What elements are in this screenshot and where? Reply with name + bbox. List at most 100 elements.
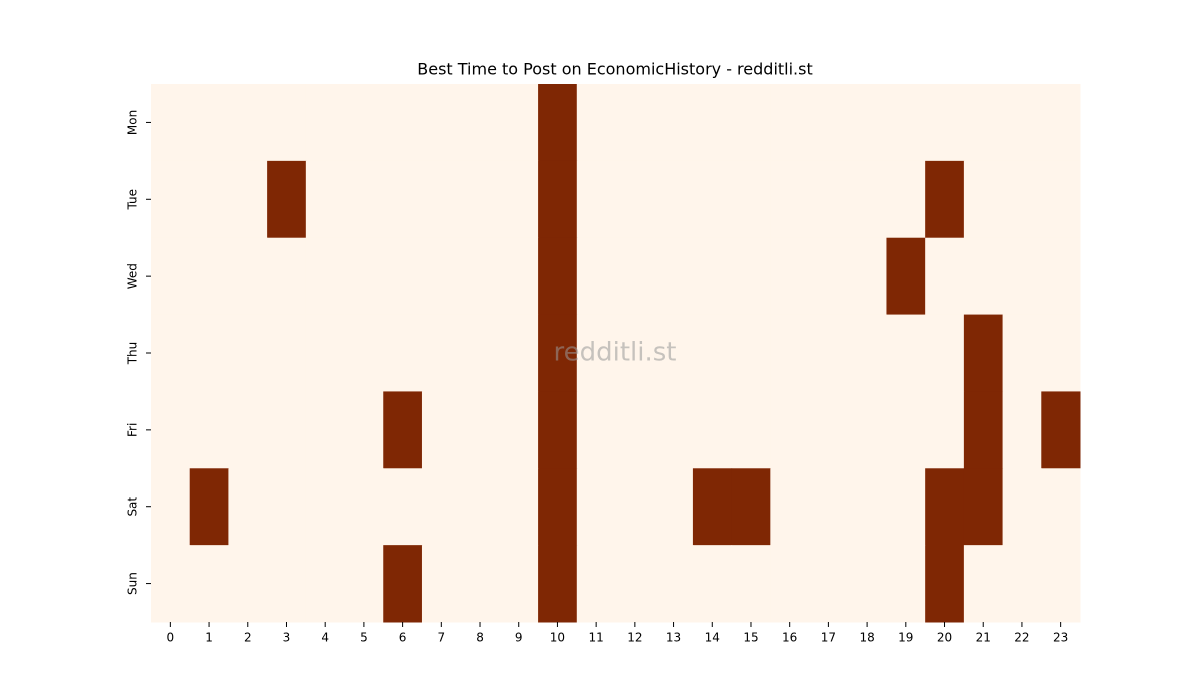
x-tick-label: 11 xyxy=(589,631,604,645)
heatmap-cell xyxy=(615,314,655,392)
heatmap-cell xyxy=(692,84,733,162)
heatmap-cell xyxy=(654,84,694,162)
heatmap-cell xyxy=(925,160,965,239)
heatmap-cell xyxy=(228,545,268,623)
heatmap-cell xyxy=(1041,84,1081,162)
y-tick-label: Wed xyxy=(126,263,140,289)
y-tick-label: Sun xyxy=(126,572,140,595)
x-tick-label: 23 xyxy=(1053,631,1068,645)
heatmap-cell xyxy=(421,160,462,239)
y-tick-label: Fri xyxy=(126,423,140,437)
heatmap-cell xyxy=(963,545,1004,623)
heatmap-cell xyxy=(189,84,229,162)
heatmap-cell xyxy=(383,84,423,162)
x-tick-label: 7 xyxy=(437,631,445,645)
heatmap-cell xyxy=(770,160,810,239)
heatmap-cell xyxy=(228,160,268,239)
x-tick-label: 16 xyxy=(782,631,797,645)
heatmap-cell xyxy=(925,391,965,469)
heatmap-cell xyxy=(1002,468,1042,546)
heatmap-cell xyxy=(228,84,268,162)
heatmap-cell xyxy=(963,160,1004,239)
chart-title: Best Time to Post on EconomicHistory - r… xyxy=(417,60,813,79)
heatmap-cell xyxy=(615,468,655,546)
heatmap-cell xyxy=(692,391,733,469)
heatmap-cell xyxy=(809,84,849,162)
heatmap-cell xyxy=(654,237,694,316)
x-tick-label: 19 xyxy=(898,631,913,645)
heatmap-cell xyxy=(383,237,423,316)
heatmap-cell xyxy=(1041,545,1081,623)
heatmap-cell xyxy=(383,160,423,239)
heatmap-cell xyxy=(886,314,926,392)
heatmap-cell xyxy=(344,84,384,162)
heatmap-cell xyxy=(809,237,849,316)
x-tick-label: 18 xyxy=(859,631,874,645)
heatmap-cell xyxy=(267,84,307,162)
heatmap-cell xyxy=(654,468,694,546)
heatmap-cell xyxy=(770,237,810,316)
heatmap-cell xyxy=(692,314,733,392)
heatmap-cell xyxy=(499,237,539,316)
heatmap-cell xyxy=(963,391,1004,469)
heatmap-cell xyxy=(383,545,423,623)
heatmap-cell xyxy=(1002,545,1042,623)
heatmap-cell xyxy=(151,160,191,239)
x-tick-label: 17 xyxy=(821,631,836,645)
heatmap-cell xyxy=(421,468,462,546)
heatmap-cell xyxy=(1041,160,1081,239)
heatmap-cell xyxy=(925,314,965,392)
heatmap-cell xyxy=(654,391,694,469)
heatmap-cell xyxy=(538,314,578,392)
heatmap-cell xyxy=(576,160,616,239)
heatmap-cell xyxy=(421,314,462,392)
heatmap-cell xyxy=(731,314,771,392)
heatmap-cell xyxy=(731,391,771,469)
heatmap-cell xyxy=(189,160,229,239)
heatmap-cell xyxy=(228,468,268,546)
heatmap-cell xyxy=(267,545,307,623)
x-tick-label: 15 xyxy=(743,631,758,645)
heatmap-cell xyxy=(189,237,229,316)
heatmap-cell xyxy=(421,545,462,623)
heatmap-cell xyxy=(1041,237,1081,316)
heatmap-cell xyxy=(538,391,578,469)
heatmap-cell xyxy=(1002,314,1042,392)
heatmap-cell xyxy=(538,468,578,546)
heatmap-cell xyxy=(847,545,887,623)
heatmap-cell xyxy=(615,160,655,239)
heatmap-cell xyxy=(151,84,191,162)
heatmap-cell xyxy=(460,237,500,316)
heatmap-cell xyxy=(731,237,771,316)
x-tick-label: 9 xyxy=(515,631,523,645)
heatmap-cell xyxy=(654,160,694,239)
heatmap-cell xyxy=(576,314,616,392)
x-tick-label: 22 xyxy=(1014,631,1029,645)
heatmap-cell xyxy=(731,160,771,239)
heatmap-cell xyxy=(151,468,191,546)
heatmap-cell xyxy=(654,314,694,392)
x-tick-label: 3 xyxy=(283,631,291,645)
x-tick-label: 14 xyxy=(705,631,720,645)
heatmap-cell xyxy=(267,160,307,239)
heatmap-cell xyxy=(886,160,926,239)
heatmap-cell xyxy=(499,545,539,623)
heatmap-cell xyxy=(692,545,733,623)
heatmap-cell xyxy=(538,545,578,623)
heatmap-cell xyxy=(731,84,771,162)
heatmap-cell xyxy=(460,468,500,546)
heatmap-cell xyxy=(886,237,926,316)
heatmap-cell xyxy=(383,314,423,392)
heatmap-cell xyxy=(383,391,423,469)
heatmap-cell xyxy=(305,160,346,239)
heatmap-cell xyxy=(1002,160,1042,239)
heatmap-cell xyxy=(421,84,462,162)
heatmap-cell xyxy=(847,314,887,392)
heatmap-cell xyxy=(460,545,500,623)
x-tick-label: 10 xyxy=(550,631,565,645)
heatmap-cell xyxy=(886,545,926,623)
heatmap-cell xyxy=(538,237,578,316)
heatmap-cell xyxy=(1002,237,1042,316)
heatmap-cell xyxy=(305,84,346,162)
